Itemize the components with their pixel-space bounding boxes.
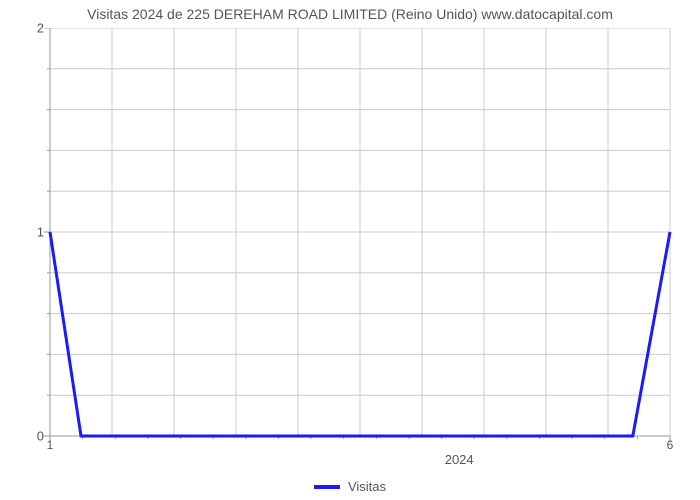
- y-tick-label: 1: [4, 225, 44, 240]
- x-tick-label: 6: [667, 438, 674, 452]
- legend: Visitas: [0, 479, 700, 494]
- legend-swatch: [314, 485, 340, 489]
- y-tick-label: 2: [4, 21, 44, 36]
- chart-title: Visitas 2024 de 225 DEREHAM ROAD LIMITED…: [0, 6, 700, 22]
- plot-svg: [40, 28, 680, 450]
- plot-area: [50, 28, 670, 436]
- x-tick-label: 1: [47, 438, 54, 452]
- chart-container: Visitas 2024 de 225 DEREHAM ROAD LIMITED…: [0, 0, 700, 500]
- x-axis-label: 2024: [445, 452, 474, 467]
- legend-label: Visitas: [348, 479, 386, 494]
- y-tick-label: 0: [4, 429, 44, 444]
